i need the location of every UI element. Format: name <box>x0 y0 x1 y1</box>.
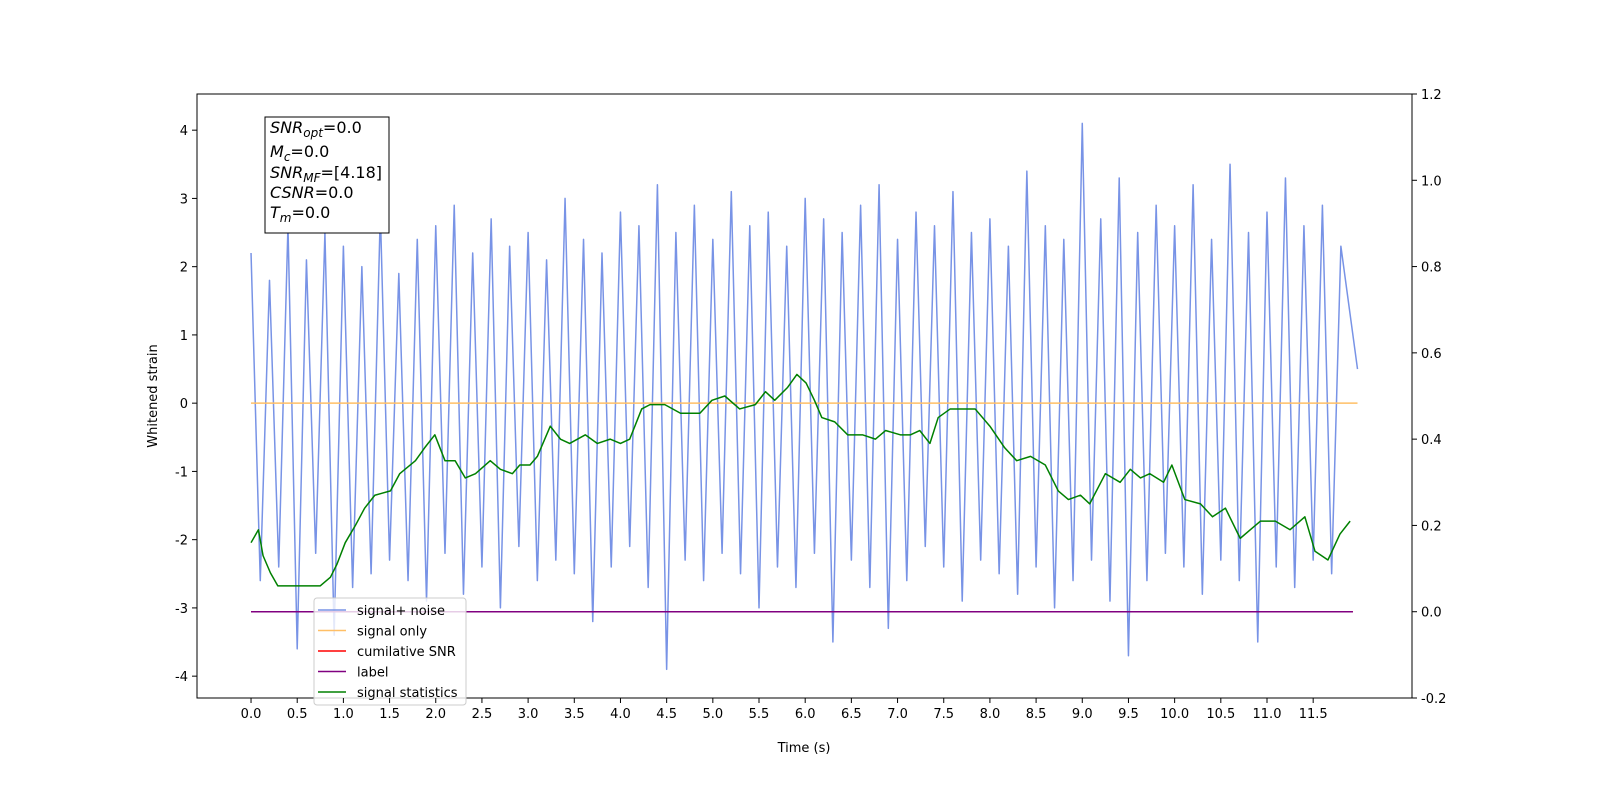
y-tick-label: -4 <box>175 670 188 685</box>
y-tick-label: 1 <box>180 329 188 344</box>
x-axis-label: Time (s) <box>777 741 831 756</box>
x-tick-label: 11.0 <box>1253 707 1282 722</box>
annotation-value: =0.0 <box>290 142 329 161</box>
y-tick-label: -1 <box>175 465 188 480</box>
x-tick-label: 7.0 <box>887 707 908 722</box>
annotation-line: Mc=0.0 <box>270 142 329 164</box>
y-tick-label: -3 <box>175 602 188 617</box>
y-tick-label: 2 <box>180 261 188 276</box>
y2-tick-label: 1.0 <box>1421 174 1442 189</box>
x-tick-label: 10.0 <box>1160 707 1189 722</box>
x-tick-label: 8.5 <box>1026 707 1047 722</box>
x-tick-label: 7.5 <box>933 707 954 722</box>
annotation-subscript: m <box>280 211 292 225</box>
annotation-value: =0.0 <box>291 203 330 222</box>
y-tick-label: 0 <box>180 397 188 412</box>
x-tick-label: 6.5 <box>841 707 862 722</box>
annotation-line: Tm=0.0 <box>270 203 330 225</box>
x-tick-label: 0.0 <box>241 707 262 722</box>
x-tick-label: 9.0 <box>1072 707 1093 722</box>
annotation-symbol: M <box>270 142 284 161</box>
annotation-box <box>264 116 390 234</box>
annotation-value: =[4.18] <box>321 163 383 182</box>
y2-tick-label: 1.2 <box>1421 88 1442 103</box>
x-tick-label: 3.0 <box>518 707 539 722</box>
legend-label: signal only <box>357 625 427 640</box>
annotation-line: CSNR=0.0 <box>270 183 354 202</box>
x-tick-label: 11.5 <box>1299 707 1328 722</box>
y-axis-label: Whitened strain <box>146 344 161 447</box>
x-tick-label: 6.0 <box>795 707 816 722</box>
x-tick-label: 1.0 <box>333 707 354 722</box>
series-line <box>250 373 1351 587</box>
annotation-symbol: CSNR <box>270 183 315 202</box>
legend-label: signal statistics <box>357 686 458 701</box>
x-tick-label: 4.0 <box>610 707 631 722</box>
y2-tick-label: 0.6 <box>1421 347 1442 362</box>
y-tick-label: -2 <box>175 534 188 549</box>
x-tick-label: 2.0 <box>425 707 446 722</box>
annotation-subscript: c <box>284 150 291 164</box>
legend-label: cumilative SNR <box>357 645 456 660</box>
x-tick-label: 3.5 <box>564 707 585 722</box>
legend <box>313 597 467 706</box>
y2-tick-label: 0.0 <box>1421 606 1442 621</box>
annotation-subscript: opt <box>303 126 324 140</box>
annotation-symbol: T <box>270 203 281 222</box>
annotation-subscript: MF <box>303 171 321 185</box>
axes-frame <box>196 93 1413 699</box>
legend-label: label <box>357 666 388 681</box>
x-tick-label: 5.0 <box>702 707 723 722</box>
x-tick-label: 4.5 <box>656 707 677 722</box>
annotation-value: =0.0 <box>323 118 362 137</box>
x-tick-label: 0.5 <box>287 707 308 722</box>
x-tick-label: 10.5 <box>1206 707 1235 722</box>
annotation-value: =0.0 <box>315 183 354 202</box>
legend-items: signal+ noise signal only cumilative SNR la… <box>318 604 458 701</box>
y2-tick-label: 0.4 <box>1421 433 1442 448</box>
annotation-line: SNRMF=[4.18] <box>270 163 382 185</box>
y2-tick-label: 0.8 <box>1421 261 1442 276</box>
x-tick-label: 5.5 <box>749 707 770 722</box>
y-tick-label: 4 <box>180 124 188 139</box>
y2-tick-label: 0.2 <box>1421 519 1442 534</box>
legend-label: signal+ noise <box>357 604 445 619</box>
annotation-symbol: SNR <box>270 163 303 182</box>
y2-tick-label: -0.2 <box>1421 692 1446 707</box>
annotation-symbol: SNR <box>270 118 303 137</box>
x-tick-label: 2.5 <box>472 707 493 722</box>
x-tick-label: 8.0 <box>980 707 1001 722</box>
x-tick-label: 9.5 <box>1118 707 1139 722</box>
annotation-line: SNRopt=0.0 <box>270 118 362 140</box>
annotation: SNRopt=0.0Mc=0.0SNRMF=[4.18]CSNR=0.0Tm=0… <box>270 118 382 225</box>
y-tick-label: 3 <box>180 192 188 207</box>
x-tick-label: 1.5 <box>379 707 400 722</box>
series-line <box>250 122 1359 671</box>
